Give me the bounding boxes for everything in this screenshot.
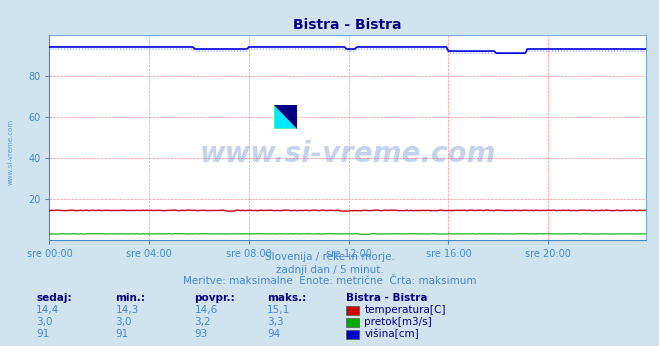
Text: 14,6: 14,6	[194, 305, 217, 315]
Text: sedaj:: sedaj:	[36, 293, 72, 303]
Text: višina[cm]: višina[cm]	[364, 329, 419, 339]
Text: 3,0: 3,0	[115, 317, 132, 327]
Text: 3,0: 3,0	[36, 317, 53, 327]
Text: 3,3: 3,3	[267, 317, 283, 327]
Text: 14,3: 14,3	[115, 305, 138, 315]
Text: pretok[m3/s]: pretok[m3/s]	[364, 317, 432, 327]
Text: povpr.:: povpr.:	[194, 293, 235, 303]
Text: 91: 91	[115, 329, 129, 339]
Text: 91: 91	[36, 329, 49, 339]
Text: 93: 93	[194, 329, 208, 339]
Bar	[274, 105, 297, 129]
Text: 14,4: 14,4	[36, 305, 59, 315]
Text: 15,1: 15,1	[267, 305, 290, 315]
Text: 94: 94	[267, 329, 280, 339]
Text: www.si-vreme.com: www.si-vreme.com	[8, 119, 14, 185]
Text: min.:: min.:	[115, 293, 146, 303]
Text: Bistra - Bistra: Bistra - Bistra	[346, 293, 428, 303]
Text: www.si-vreme.com: www.si-vreme.com	[200, 140, 496, 168]
Text: Slovenija / reke in morje.: Slovenija / reke in morje.	[264, 252, 395, 262]
Text: Meritve: maksimalne  Enote: metrične  Črta: maksimum: Meritve: maksimalne Enote: metrične Črta…	[183, 276, 476, 286]
Text: temperatura[C]: temperatura[C]	[364, 305, 446, 315]
Text: maks.:: maks.:	[267, 293, 306, 303]
Title: Bistra - Bistra: Bistra - Bistra	[293, 18, 402, 32]
Polygon shape	[274, 105, 297, 129]
Polygon shape	[274, 105, 297, 129]
Text: zadnji dan / 5 minut.: zadnji dan / 5 minut.	[275, 265, 384, 275]
Text: 3,2: 3,2	[194, 317, 211, 327]
